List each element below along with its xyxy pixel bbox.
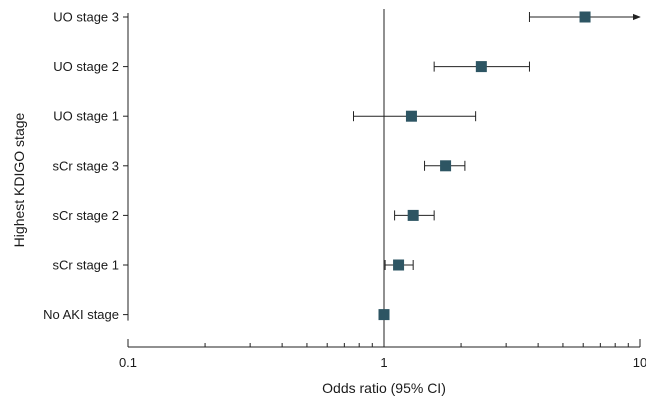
- y-axis-title-group: Highest KDIGO stage: [11, 112, 27, 247]
- category-label: sCr stage 1: [53, 258, 119, 273]
- plot-area: 0.1 1 10 UO stage 3 UO stage 2 UO stage 1 sCr …: [43, 9, 646, 370]
- point-estimate-marker: [393, 259, 405, 271]
- category-label: No AKI stage: [43, 307, 119, 322]
- point-estimate-marker: [407, 209, 419, 221]
- x-tick-label: 1: [380, 355, 387, 370]
- category-label: UO stage 1: [53, 109, 119, 124]
- point-estimate-marker: [579, 11, 591, 23]
- category-label: sCr stage 2: [53, 208, 119, 223]
- category-label: UO stage 3: [53, 10, 119, 25]
- point-estimate-marker: [405, 110, 417, 122]
- category-label: sCr stage 3: [53, 158, 119, 173]
- point-estimate-marker: [440, 160, 452, 172]
- x-tick-label: 0.1: [119, 355, 137, 370]
- point-estimate-marker: [475, 61, 487, 73]
- y-axis-title: Highest KDIGO stage: [11, 112, 27, 247]
- x-tick-label: 10: [633, 355, 646, 370]
- category-label: UO stage 2: [53, 59, 119, 74]
- x-axis-title: Odds ratio (95% CI): [322, 380, 446, 396]
- point-estimate-marker: [378, 309, 390, 321]
